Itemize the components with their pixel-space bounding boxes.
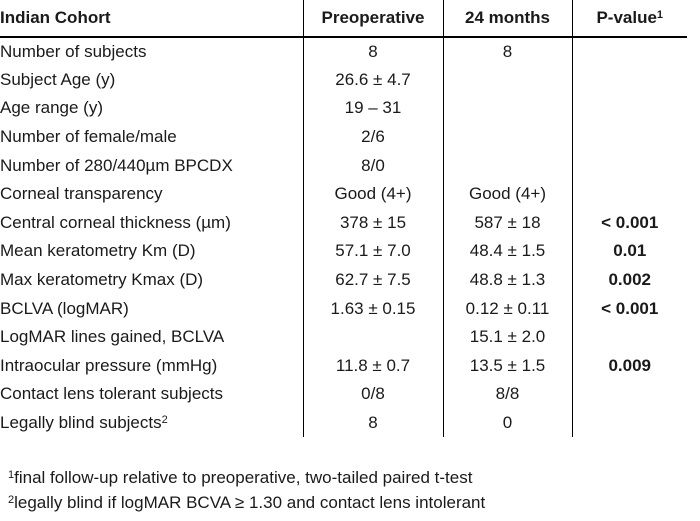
table-row: Corneal transparency Good (4+) Good (4+) xyxy=(0,179,687,209)
table-row: Subject Age (y) 26.6 ± 4.7 xyxy=(0,65,687,95)
row-label: Contact lens tolerant subjects xyxy=(0,380,304,409)
cell-24-months xyxy=(443,122,573,152)
cell-24-months: 8/8 xyxy=(443,380,573,409)
cell-pvalue xyxy=(572,123,687,152)
cell-preoperative: 8 xyxy=(303,408,444,438)
cell-preoperative: 57.1 ± 7.0 xyxy=(303,237,444,266)
cell-pvalue: 0.002 xyxy=(608,270,652,290)
table-row: Mean keratometry Km (D) 57.1 ± 7.0 48.4 … xyxy=(0,237,687,266)
cell-24-months xyxy=(443,94,573,123)
cell-24-months: 13.5 ± 1.5 xyxy=(443,351,573,381)
cell-preoperative: 8/0 xyxy=(303,151,444,180)
footnote-2-text: legally blind if logMAR BCVA ≥ 1.30 and … xyxy=(14,493,486,513)
cell-pvalue xyxy=(572,380,687,409)
cell-24-months xyxy=(443,151,573,180)
table-row: Number of female/male 2/6 xyxy=(0,122,687,152)
cell-24-months: 0.12 ± 0.11 xyxy=(443,294,573,323)
table-row: BCLVA (logMAR) 1.63 ± 0.15 0.12 ± 0.11 <… xyxy=(0,294,687,323)
cell-preoperative: 62.7 ± 7.5 xyxy=(303,265,444,295)
row-label: Number of 280/440µm BPCDX xyxy=(0,151,304,180)
cell-24-months: Good (4+) xyxy=(443,179,573,209)
cell-24-months: 587 ± 18 xyxy=(443,208,573,238)
row-label: Mean keratometry Km (D) xyxy=(0,237,304,266)
cell-preoperative: 0/8 xyxy=(303,380,444,409)
row-label: Legally blind subjects2 xyxy=(0,408,304,438)
cell-24-months: 15.1 ± 2.0 xyxy=(443,322,573,352)
row-label: Number of female/male xyxy=(0,122,304,152)
cell-pvalue xyxy=(572,37,687,66)
cell-preoperative: 11.8 ± 0.7 xyxy=(303,351,444,381)
row-label: Number of subjects xyxy=(0,37,304,66)
row-label: Age range (y) xyxy=(0,94,304,123)
row-label: Max keratometry Kmax (D) xyxy=(0,265,304,295)
footnote-1: 1final follow-up relative to preoperativ… xyxy=(8,465,700,490)
cell-24-months: 8 xyxy=(443,37,573,66)
cell-preoperative: 2/6 xyxy=(303,122,444,152)
cell-pvalue: 0.009 xyxy=(608,355,652,375)
cell-preoperative: 26.6 ± 4.7 xyxy=(303,65,444,95)
row-label: Intraocular pressure (mmHg) xyxy=(0,351,304,381)
table-header-24-months: 24 months xyxy=(443,0,573,38)
table-row: Central corneal thickness (µm) 378 ± 15 … xyxy=(0,208,687,238)
cell-preoperative: 1.63 ± 0.15 xyxy=(303,294,444,323)
table-row: Contact lens tolerant subjects 0/8 8/8 xyxy=(0,380,687,409)
table-header-preoperative: Preoperative xyxy=(303,0,444,38)
footnotes: 1final follow-up relative to preoperativ… xyxy=(8,465,700,515)
cell-preoperative xyxy=(303,322,444,352)
legally-blind-footnote-marker: 2 xyxy=(161,414,168,427)
cell-pvalue xyxy=(572,151,687,180)
cell-pvalue xyxy=(572,66,687,95)
row-label: LogMAR lines gained, BCLVA xyxy=(0,322,304,352)
cell-pvalue: 0.01 xyxy=(613,241,647,261)
row-label: Corneal transparency xyxy=(0,179,304,209)
cell-preoperative: 19 – 31 xyxy=(303,94,444,123)
table-row: Number of 280/440µm BPCDX 8/0 xyxy=(0,151,687,180)
cell-24-months: 48.4 ± 1.5 xyxy=(443,237,573,266)
footnote-1-marker: 1 xyxy=(8,469,15,482)
table-row: Legally blind subjects2 8 0 xyxy=(0,408,687,438)
row-label: BCLVA (logMAR) xyxy=(0,294,304,323)
cell-24-months xyxy=(443,65,573,95)
footnote-1-text: final follow-up relative to preoperative… xyxy=(14,468,473,488)
cohort-table: Indian Cohort Preoperative 24 months P-v… xyxy=(0,0,687,438)
cell-pvalue xyxy=(572,180,687,209)
table-row: Intraocular pressure (mmHg) 11.8 ± 0.7 1… xyxy=(0,351,687,381)
table-row: Max keratometry Kmax (D) 62.7 ± 7.5 48.8… xyxy=(0,265,687,295)
row-label: Subject Age (y) xyxy=(0,65,304,95)
cell-preoperative: 378 ± 15 xyxy=(303,208,444,238)
pvalue-header-label: P-value xyxy=(596,8,657,27)
table-header-row: Indian Cohort Preoperative 24 months P-v… xyxy=(0,0,687,38)
cell-pvalue: < 0.001 xyxy=(601,298,659,318)
cell-pvalue xyxy=(572,409,687,438)
table-row: Number of subjects 8 8 xyxy=(0,37,687,66)
pvalue-footnote-marker: 1 xyxy=(656,9,664,22)
cell-pvalue xyxy=(572,94,687,123)
cell-pvalue xyxy=(572,323,687,352)
table-row: LogMAR lines gained, BCLVA 15.1 ± 2.0 xyxy=(0,322,687,352)
cell-preoperative: 8 xyxy=(303,37,444,66)
table-row: Age range (y) 19 – 31 xyxy=(0,94,687,123)
cell-preoperative: Good (4+) xyxy=(303,179,444,209)
footnote-2: 2legally blind if logMAR BCVA ≥ 1.30 and… xyxy=(8,490,700,515)
cell-24-months: 48.8 ± 1.3 xyxy=(443,265,573,295)
footnote-2-marker: 2 xyxy=(8,494,15,507)
table-header-cohort: Indian Cohort xyxy=(0,0,304,38)
row-label-text: Legally blind subjects xyxy=(0,413,162,433)
table-header-pvalue: P-value1 xyxy=(572,0,687,38)
cell-24-months: 0 xyxy=(443,408,573,438)
cell-pvalue: < 0.001 xyxy=(601,212,659,232)
row-label: Central corneal thickness (µm) xyxy=(0,208,304,238)
